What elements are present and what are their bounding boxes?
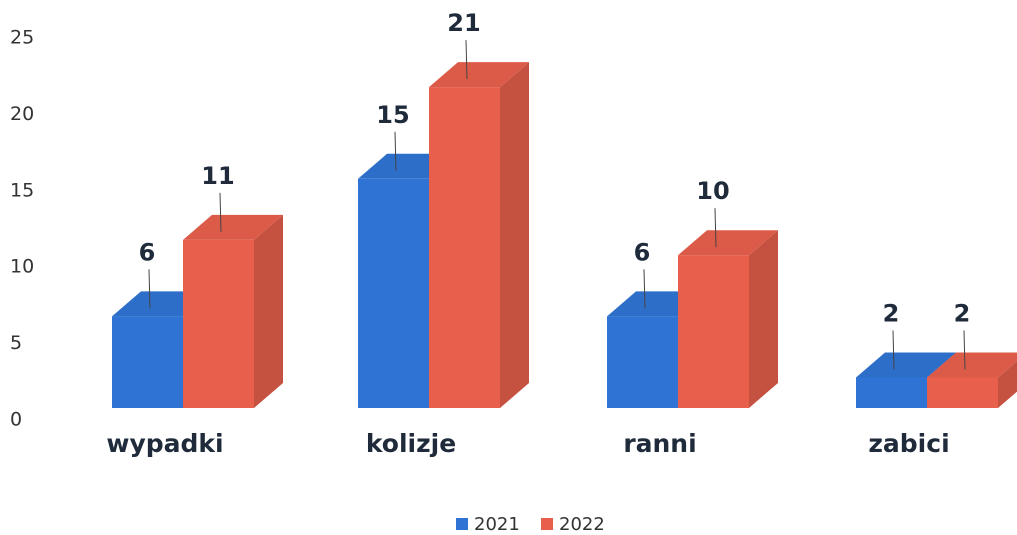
leader-line [892, 330, 895, 370]
data-label: 6 [139, 238, 156, 266]
x-tick-label: zabici [868, 429, 949, 458]
bar [927, 377, 998, 408]
bar-side [254, 214, 283, 408]
data-label: 2 [883, 299, 900, 327]
legend-swatch [456, 518, 468, 530]
data-label: 15 [376, 101, 409, 129]
bar-top [429, 62, 529, 88]
bar [678, 255, 749, 408]
leader-line [714, 208, 717, 248]
bar [607, 316, 678, 408]
legend-swatch [541, 518, 553, 530]
bar-top [856, 352, 956, 378]
data-label: 2 [954, 299, 971, 327]
legend-label: 2021 [474, 514, 520, 535]
bar [112, 316, 183, 408]
data-label: 10 [696, 177, 729, 205]
legend-label: 2022 [559, 514, 605, 535]
y-tick-label: 20 [10, 103, 34, 125]
bar-top [183, 214, 283, 240]
bar [856, 377, 927, 408]
data-label: 21 [447, 9, 480, 37]
y-tick-label: 15 [10, 179, 34, 201]
leader-line [219, 192, 222, 232]
y-tick-label: 5 [10, 332, 22, 354]
leader-line [963, 330, 966, 370]
x-tick-label: wypadki [106, 429, 223, 458]
bar [429, 87, 500, 409]
leader-line [465, 40, 468, 80]
y-tick-label: 25 [10, 27, 34, 49]
x-tick-label: kolizje [366, 429, 456, 458]
data-label: 6 [634, 238, 651, 266]
bar-side [749, 230, 778, 408]
bar-top [678, 230, 778, 256]
leader-line [148, 269, 151, 309]
y-tick-label: 10 [10, 256, 34, 278]
x-tick-label: ranni [623, 429, 696, 458]
bar [358, 178, 429, 408]
leader-line [643, 269, 646, 309]
bar-top [927, 352, 1017, 378]
data-label: 11 [201, 162, 234, 190]
y-tick-label: 0 [10, 409, 22, 431]
bar-side [500, 62, 529, 409]
bar [183, 239, 254, 408]
bar-side [998, 361, 1017, 408]
leader-line [394, 131, 397, 171]
